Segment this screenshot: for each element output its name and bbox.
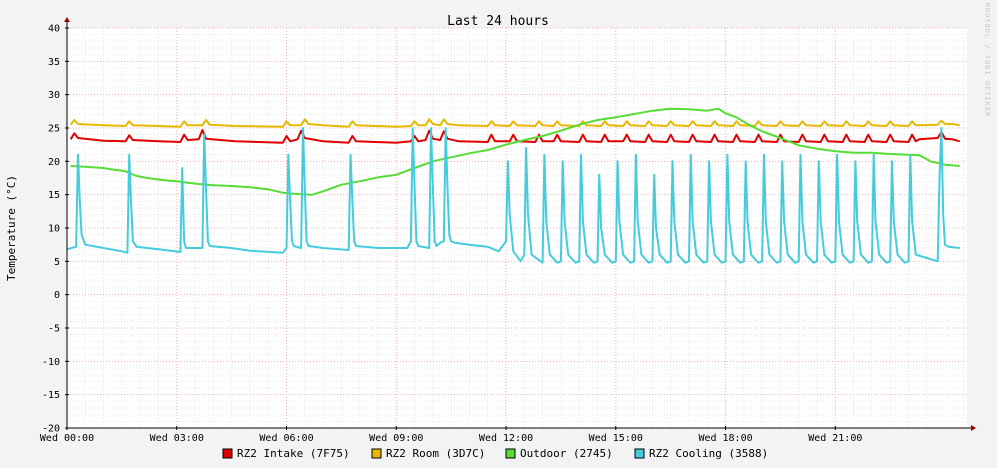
legend-label-2: Outdoor (2745) xyxy=(520,447,613,460)
legend-swatch-1 xyxy=(371,448,382,459)
series-line-0 xyxy=(69,129,960,144)
y-tick-label: 25 xyxy=(48,124,60,135)
y-tick-label: 15 xyxy=(48,190,60,201)
axes xyxy=(64,17,976,431)
x-tick-label: Wed 12:00 xyxy=(479,433,533,444)
watermark: RRDTOOL / TOBI OETIKER xyxy=(983,3,991,118)
x-axis-arrow xyxy=(971,425,976,431)
y-tick-label: -5 xyxy=(48,324,60,335)
x-tick-label: Wed 03:00 xyxy=(150,433,204,444)
series-layer xyxy=(66,107,960,264)
y-tick-label: 0 xyxy=(54,290,60,301)
x-tick-labels: Wed 00:00 Wed 03:00 Wed 06:00 Wed 09:00 Wed … xyxy=(40,433,862,444)
legend-label-3: RZ2 Cooling (3588) xyxy=(649,447,768,460)
y-tick-label: -20 xyxy=(42,424,60,435)
x-tick-label: Wed 15:00 xyxy=(589,433,643,444)
x-tick-label: Wed 18:00 xyxy=(698,433,752,444)
series-line-3 xyxy=(66,127,960,264)
y-tick-label: 10 xyxy=(48,224,60,235)
x-tick-label: Wed 21:00 xyxy=(808,433,862,444)
legend-label-1: RZ2 Room (3D7C) xyxy=(386,447,485,460)
x-tick-label: Wed 06:00 xyxy=(259,433,313,444)
legend: RZ2 Intake (7F75) RZ2 Room (3D7C) Outdoor … xyxy=(222,447,768,460)
chart-title: Last 24 hours xyxy=(447,14,549,29)
y-tick-label: 20 xyxy=(48,157,60,168)
legend-label-0: RZ2 Intake (7F75) xyxy=(237,447,350,460)
series-line-1 xyxy=(69,118,960,128)
legend-swatch-0 xyxy=(222,448,233,459)
x-tick-label: Wed 09:00 xyxy=(369,433,423,444)
y-tick-label: -10 xyxy=(42,357,60,368)
y-tick-label: 30 xyxy=(48,90,60,101)
y-tick-label: -15 xyxy=(42,390,60,401)
y-tick-labels: 40 35 30 25 20 15 10 5 0 -5 -10 -15 -20 xyxy=(42,24,60,435)
grid xyxy=(66,27,967,429)
x-tick-label: Wed 00:00 xyxy=(40,433,94,444)
y-tick-label: 5 xyxy=(54,257,60,268)
y-tick-label: 40 xyxy=(48,24,60,35)
y-tick-label: 35 xyxy=(48,57,60,68)
legend-swatch-2 xyxy=(505,448,516,459)
legend-swatch-3 xyxy=(634,448,645,459)
y-axis-label: Temperature (°C) xyxy=(5,175,18,281)
y-axis-arrow xyxy=(64,17,70,22)
series-line-2 xyxy=(70,107,960,196)
